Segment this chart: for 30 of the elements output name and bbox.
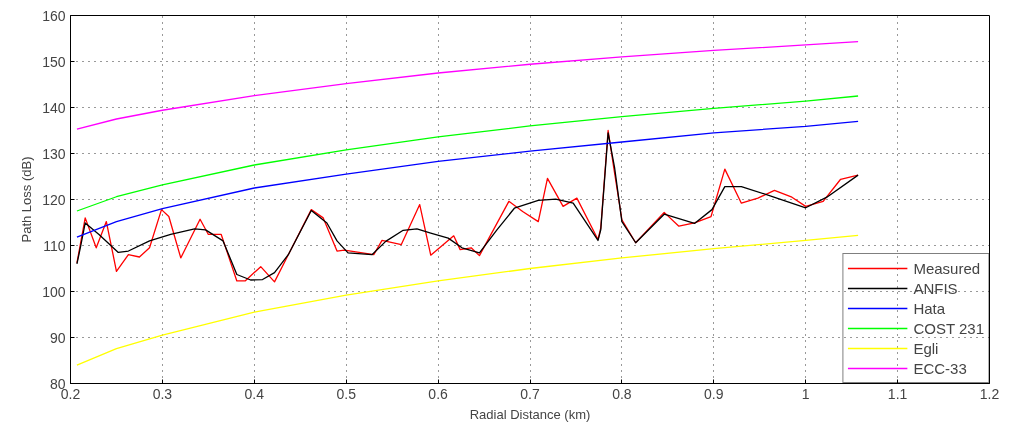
x-axis-title: Radial Distance (km)	[469, 406, 591, 422]
legend-label: Measured	[913, 258, 981, 278]
x-tick-label: 1.1	[887, 385, 908, 402]
x-tick-label: 0.8	[612, 385, 632, 402]
x-tick-label: 1.2	[979, 385, 1000, 402]
x-tick-label: 0.5	[336, 385, 357, 402]
y-tick-label: 130	[42, 145, 66, 162]
line-series	[76, 120, 859, 238]
x-tick-label: 0.4	[244, 385, 265, 402]
y-axis-title: Path Loss (dB)	[19, 156, 35, 243]
legend-label: ANFIS	[913, 278, 958, 298]
legend-label: Hata	[913, 298, 946, 318]
y-tick-label: 150	[42, 53, 66, 70]
y-tick-label: 90	[49, 329, 66, 346]
legend-label: ECC-33	[913, 358, 967, 378]
y-tick-label: 120	[42, 191, 66, 208]
y-tick-label: 140	[42, 99, 66, 116]
x-tick-label: 0.6	[428, 385, 449, 402]
legend-label: COST 231	[913, 318, 984, 338]
y-tick-label: 110	[43, 237, 66, 254]
line-series	[76, 95, 859, 212]
line-series	[76, 41, 859, 130]
y-tick-label: 100	[42, 283, 66, 300]
x-tick-label: 0.9	[704, 385, 724, 402]
legend-label: Egli	[913, 338, 939, 358]
x-tick-label: 0.3	[152, 385, 173, 402]
y-tick-label: 160	[42, 7, 66, 24]
x-tick-label: 1	[801, 385, 810, 402]
line-series	[76, 234, 859, 366]
x-tick-label: 0.7	[520, 385, 540, 402]
